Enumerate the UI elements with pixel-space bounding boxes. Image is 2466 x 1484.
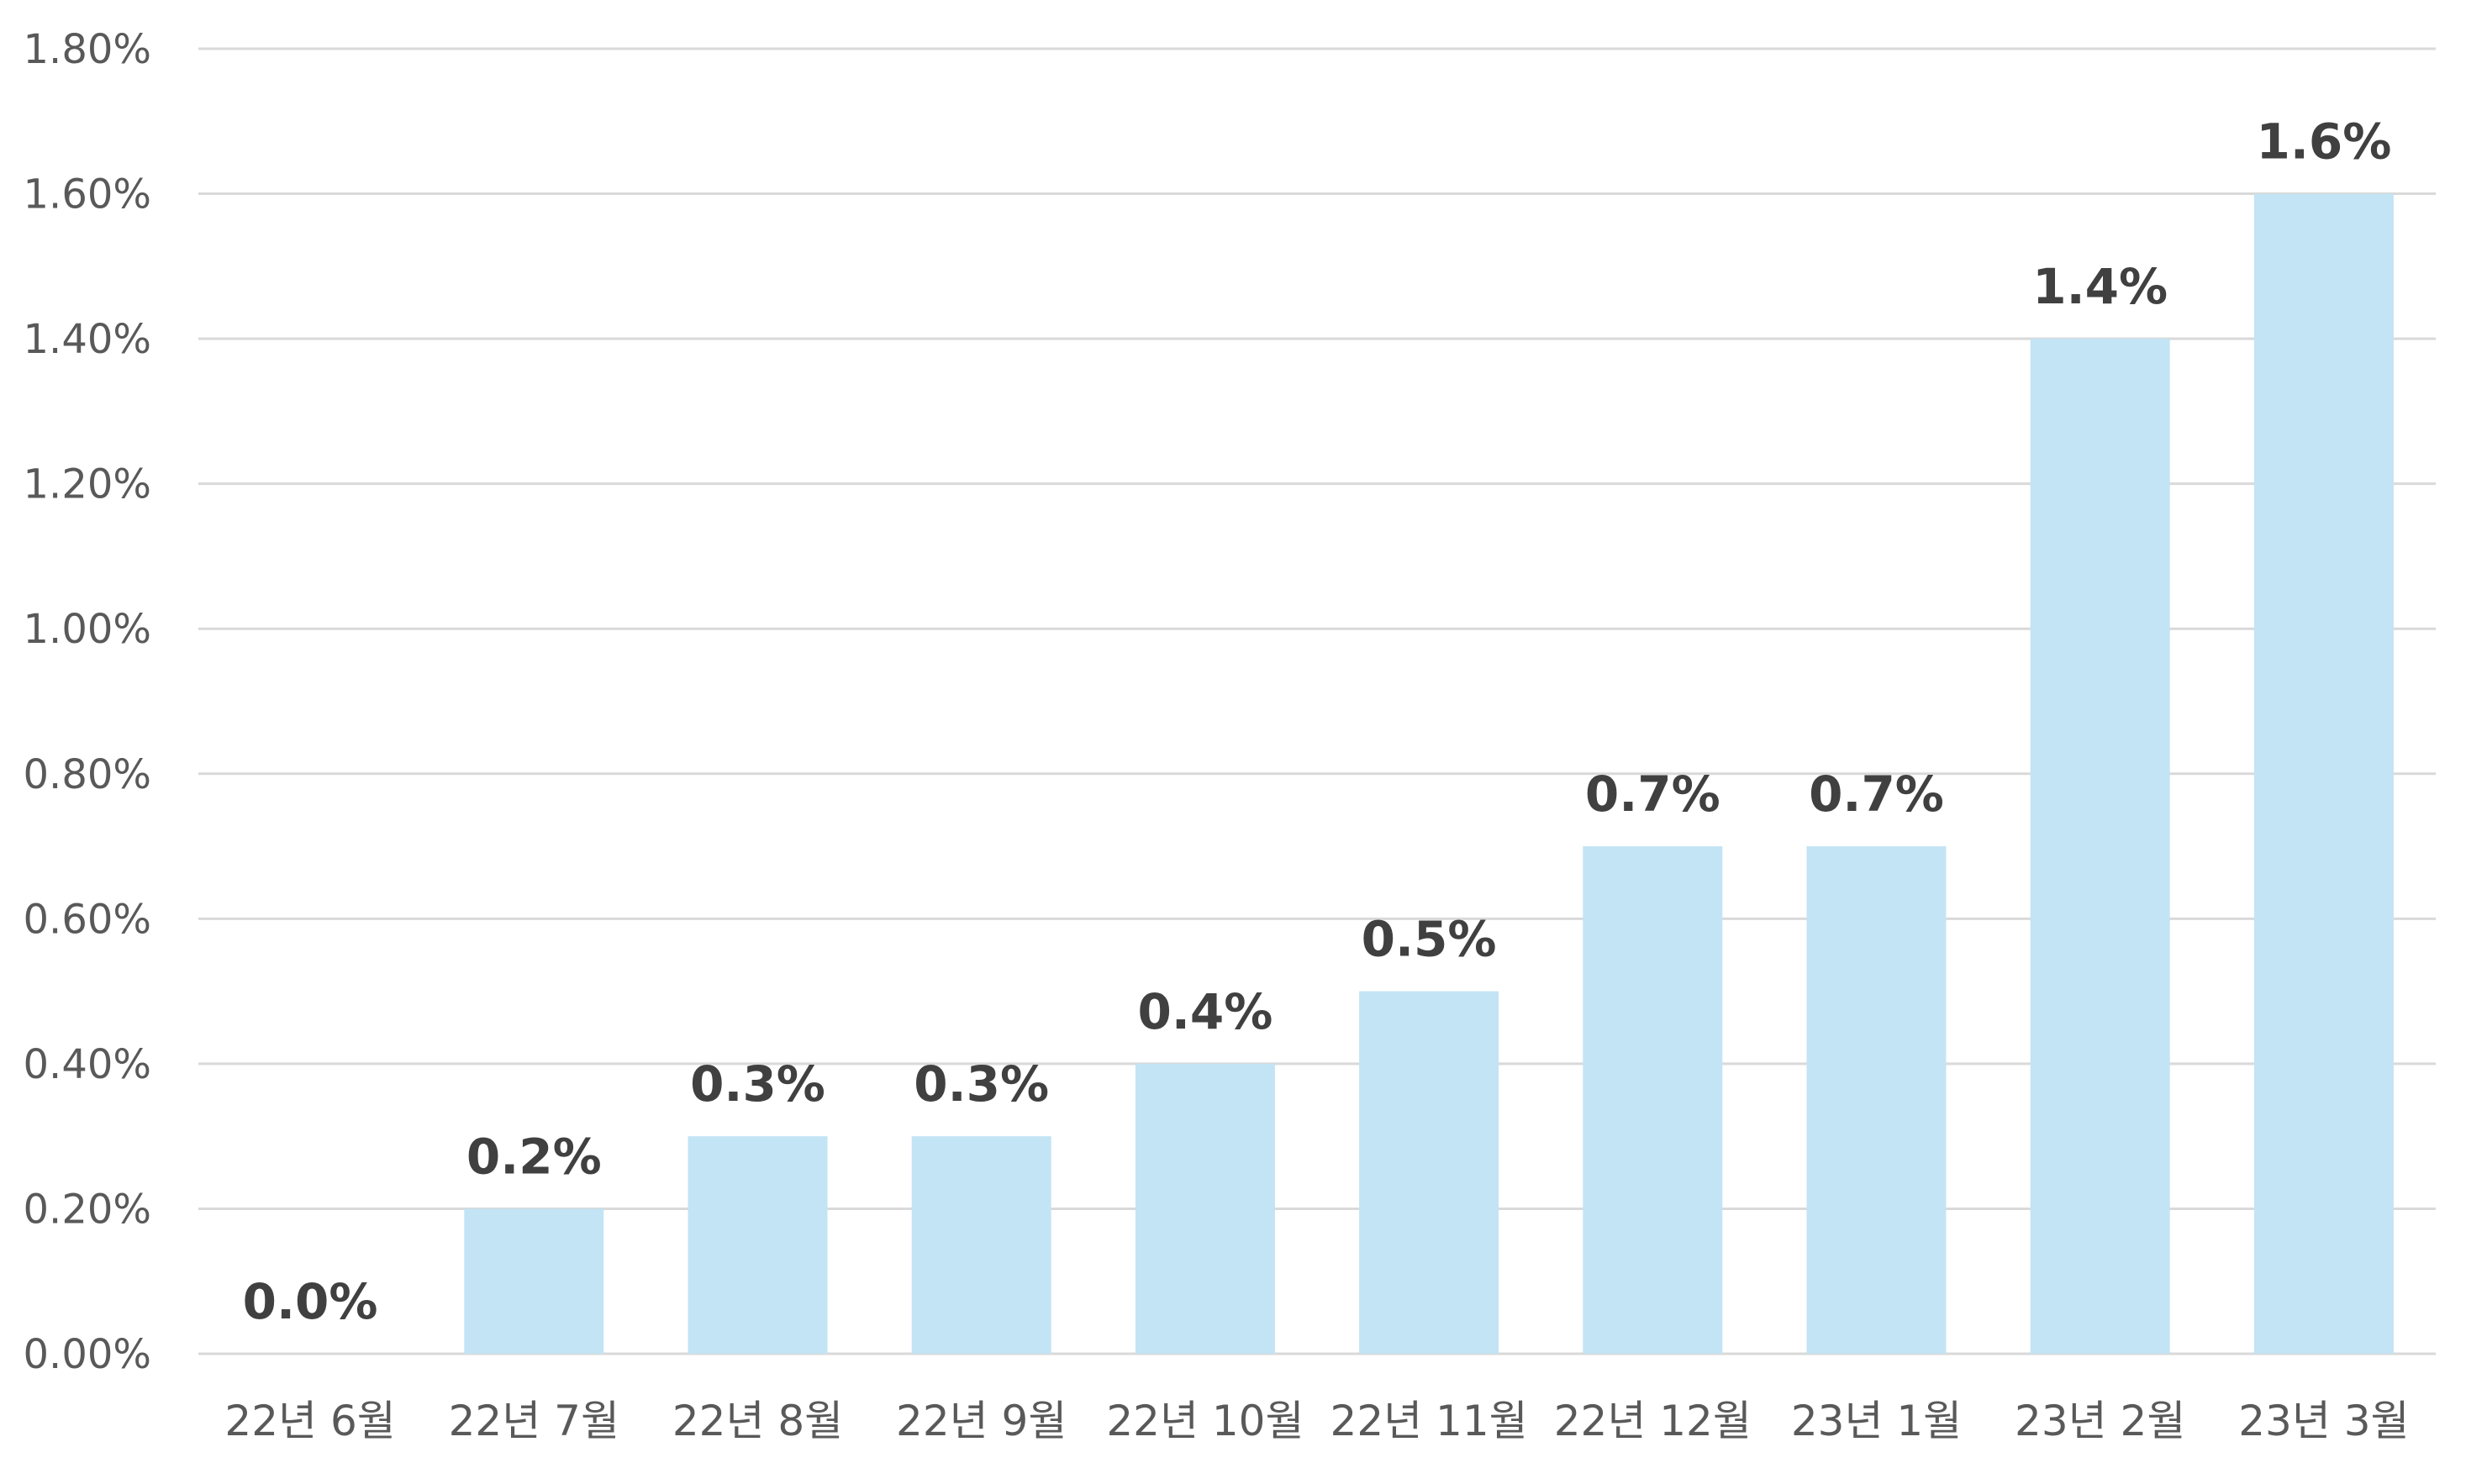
y-tick-label: 0.00% <box>24 1331 151 1378</box>
x-tick-label: 22년 12월 <box>1554 1397 1752 1445</box>
data-label: 1.6% <box>2256 113 2391 171</box>
x-tick-label: 22년 7월 <box>449 1397 619 1445</box>
y-tick-label: 1.80% <box>24 26 151 73</box>
x-tick-label: 22년 8월 <box>672 1397 843 1445</box>
x-axis-tick-labels: 22년 6월 22년 7월 22년 8월 22년 9월 22년 10월 22년 11월 22… <box>224 1397 2409 1445</box>
x-tick-label: 22년 6월 <box>224 1397 395 1445</box>
x-tick-label: 22년 9월 <box>896 1397 1067 1445</box>
bar <box>2030 339 2170 1355</box>
data-label: 0.5% <box>1362 911 1497 968</box>
data-labels: 0.0% 0.2% 0.3% 0.3% 0.4% 0.5% 0.7% 0.7% 1.4% 1.6% <box>243 113 2392 1330</box>
bars <box>464 193 2394 1355</box>
bar <box>1583 846 1723 1354</box>
y-tick-label: 0.40% <box>24 1041 151 1088</box>
y-tick-label: 0.20% <box>24 1186 151 1233</box>
bar <box>464 1208 604 1354</box>
bar <box>1806 846 1947 1354</box>
y-tick-label: 0.80% <box>24 751 151 798</box>
x-tick-label: 22년 10월 <box>1106 1397 1304 1445</box>
x-tick-label: 23년 1월 <box>1791 1397 1962 1445</box>
bar <box>1135 1063 1275 1354</box>
bar <box>2253 193 2394 1355</box>
y-tick-label: 0.60% <box>24 896 151 943</box>
bar <box>911 1136 1051 1354</box>
data-label: 0.2% <box>466 1128 602 1185</box>
x-tick-label: 23년 3월 <box>2238 1397 2409 1445</box>
data-label: 1.4% <box>2032 258 2168 315</box>
y-tick-label: 1.00% <box>24 606 151 653</box>
x-tick-label: 22년 11월 <box>1330 1397 1528 1445</box>
bar <box>688 1136 828 1354</box>
y-tick-label: 1.60% <box>24 171 151 218</box>
bar <box>1359 991 1499 1354</box>
data-label: 0.7% <box>1585 766 1720 823</box>
data-label: 0.3% <box>914 1055 1049 1113</box>
data-label: 0.0% <box>243 1273 378 1330</box>
data-label: 0.4% <box>1137 983 1273 1040</box>
y-tick-label: 1.40% <box>24 316 151 363</box>
y-axis-tick-labels: 0.00% 0.20% 0.40% 0.60% 0.80% 1.00% 1.20% 1.40%… <box>24 26 151 1378</box>
data-label: 0.7% <box>1809 766 1944 823</box>
x-tick-label: 23년 2월 <box>2015 1397 2185 1445</box>
data-label: 0.3% <box>690 1055 825 1113</box>
y-tick-label: 1.20% <box>24 461 151 508</box>
